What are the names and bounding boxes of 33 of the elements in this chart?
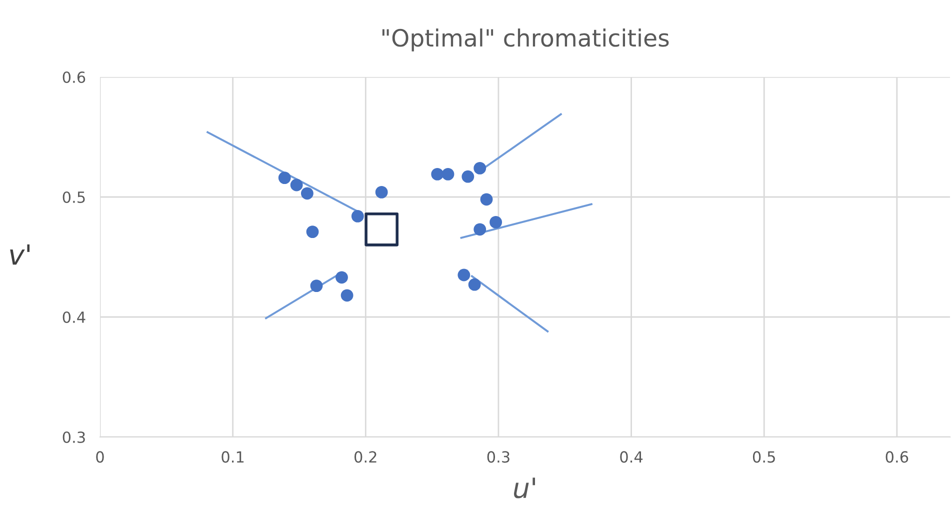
point bbox=[300, 187, 314, 200]
point bbox=[462, 170, 474, 183]
point bbox=[351, 210, 364, 222]
point bbox=[310, 280, 323, 292]
point bbox=[458, 268, 470, 282]
y-tick-label: 0.5 bbox=[62, 191, 85, 204]
point bbox=[336, 271, 348, 284]
y-axis-title: v' bbox=[10, 244, 30, 265]
y-tick-label: 0.3 bbox=[62, 431, 85, 444]
x-tick-label: 0.4 bbox=[620, 451, 643, 463]
x-tick-label: 0.3 bbox=[487, 451, 510, 463]
x-tick-label: 0 bbox=[96, 451, 104, 463]
point bbox=[480, 193, 493, 206]
point bbox=[278, 172, 291, 184]
x-tick-label: 0.5 bbox=[752, 451, 775, 463]
point bbox=[431, 168, 444, 180]
point bbox=[490, 216, 502, 228]
y-tick-label: 0.4 bbox=[62, 311, 86, 324]
x-axis-title: u' bbox=[514, 478, 535, 498]
point bbox=[306, 226, 319, 238]
y-tick-label: 0.6 bbox=[62, 71, 86, 84]
point bbox=[364, 212, 398, 246]
point bbox=[474, 162, 486, 174]
x-tick-label: 0.2 bbox=[354, 451, 376, 463]
chart-title: "Optimal" chromaticities bbox=[382, 28, 669, 52]
x-tick-label: 0.1 bbox=[222, 451, 244, 463]
point bbox=[474, 223, 486, 236]
point bbox=[468, 278, 481, 291]
point bbox=[375, 186, 388, 198]
point bbox=[442, 168, 454, 180]
point bbox=[340, 289, 354, 302]
point bbox=[290, 178, 303, 192]
x-tick-label: 0.6 bbox=[886, 451, 908, 463]
